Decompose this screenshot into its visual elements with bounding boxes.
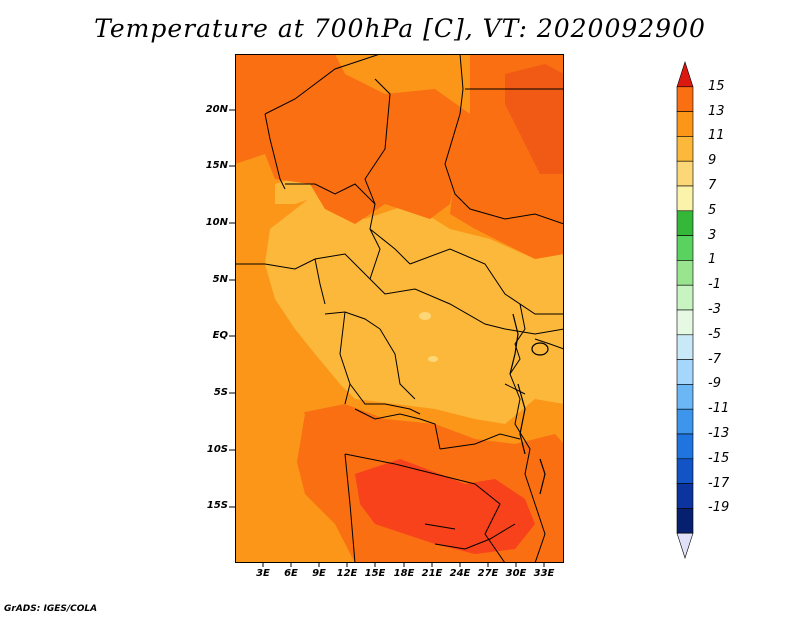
xtick-15e: 15E xyxy=(364,568,386,579)
ytick-15s: 15S xyxy=(206,500,228,511)
colorbar-label: -19 xyxy=(708,500,730,516)
xtick-24e: 24E xyxy=(449,568,471,579)
lakes xyxy=(509,313,549,495)
colorbar-bottom-arrow xyxy=(676,532,694,559)
xtick-18e: 18E xyxy=(393,568,415,579)
colorbar-label: -9 xyxy=(708,376,721,392)
shade-5-7-b xyxy=(428,356,438,362)
xtick-9e: 9E xyxy=(312,568,326,579)
colorbar-label: 15 xyxy=(708,78,725,94)
colorbar-box xyxy=(676,334,694,360)
ytick-10n: 10N xyxy=(205,217,228,228)
colorbar-box xyxy=(676,86,694,112)
xtick-21e: 21E xyxy=(421,568,443,579)
colorbar-label: -5 xyxy=(708,326,721,342)
colorbar-box xyxy=(676,433,694,460)
ytick-20n: 20N xyxy=(205,104,228,115)
colorbar-label: -7 xyxy=(708,351,721,367)
ytick-10s: 10S xyxy=(206,444,228,455)
country-borders xyxy=(235,54,564,563)
colorbar-label: 11 xyxy=(708,128,725,144)
colorbar-box xyxy=(676,210,694,236)
xtick-27e: 27E xyxy=(477,568,499,579)
colorbar-label: 5 xyxy=(708,202,717,218)
colorbar-box xyxy=(676,458,694,484)
colorbar-box xyxy=(676,384,694,410)
xtick-12e: 12E xyxy=(336,568,358,579)
colorbar-label: -13 xyxy=(708,426,730,441)
xtick-33e: 33E xyxy=(533,568,555,579)
colorbar-label: -3 xyxy=(708,302,721,317)
grads-credit: GrADS: IGES/COLA xyxy=(4,604,98,614)
colorbar-label: 1 xyxy=(708,252,717,268)
colorbar-box xyxy=(676,309,694,336)
colorbar-box xyxy=(676,359,694,385)
colorbar-label: -17 xyxy=(708,475,730,491)
colorbar-box xyxy=(676,284,694,311)
map-frame xyxy=(235,54,564,563)
shade-13-ne xyxy=(505,64,564,174)
colorbar-box xyxy=(676,408,694,435)
colorbar-box xyxy=(676,260,694,286)
colorbar-box xyxy=(676,508,694,534)
ytick-eq: EQ xyxy=(212,330,228,341)
shade-9-11-west xyxy=(235,384,305,524)
ytick-5s: 5S xyxy=(213,387,228,398)
colorbar-label: -1 xyxy=(708,277,721,293)
x-ticks xyxy=(262,562,545,567)
colorbar-box xyxy=(676,483,694,509)
temperature-map xyxy=(235,54,564,563)
colorbar xyxy=(676,61,694,559)
colorbar-box xyxy=(676,136,694,162)
xtick-3e: 3E xyxy=(256,568,270,579)
shade-13-s xyxy=(355,459,535,554)
colorbar-label: -11 xyxy=(708,401,730,417)
ytick-15n: 15N xyxy=(205,160,228,171)
xtick-30e: 30E xyxy=(505,568,527,579)
chart-title: Temperature at 700hPa [C], VT: 202009290… xyxy=(94,14,706,43)
colorbar-top-arrow xyxy=(676,61,694,88)
colorbar-box xyxy=(676,235,694,261)
colorbar-label: 3 xyxy=(708,227,717,243)
colorbar-label: 7 xyxy=(708,178,717,193)
colorbar-label: -15 xyxy=(708,450,730,466)
shade-7-9 xyxy=(265,194,564,424)
colorbar-label: 9 xyxy=(708,153,717,169)
colorbar-label: 13 xyxy=(708,103,725,119)
colorbar-box xyxy=(676,111,694,137)
y-ticks xyxy=(229,109,235,508)
ytick-5n: 5N xyxy=(212,274,228,285)
shade-11-13-nw xyxy=(235,54,470,224)
colorbar-box xyxy=(676,160,694,187)
colorbar-box xyxy=(676,185,694,212)
shade-5-7-a xyxy=(419,312,431,320)
xtick-6e: 6E xyxy=(284,568,298,579)
